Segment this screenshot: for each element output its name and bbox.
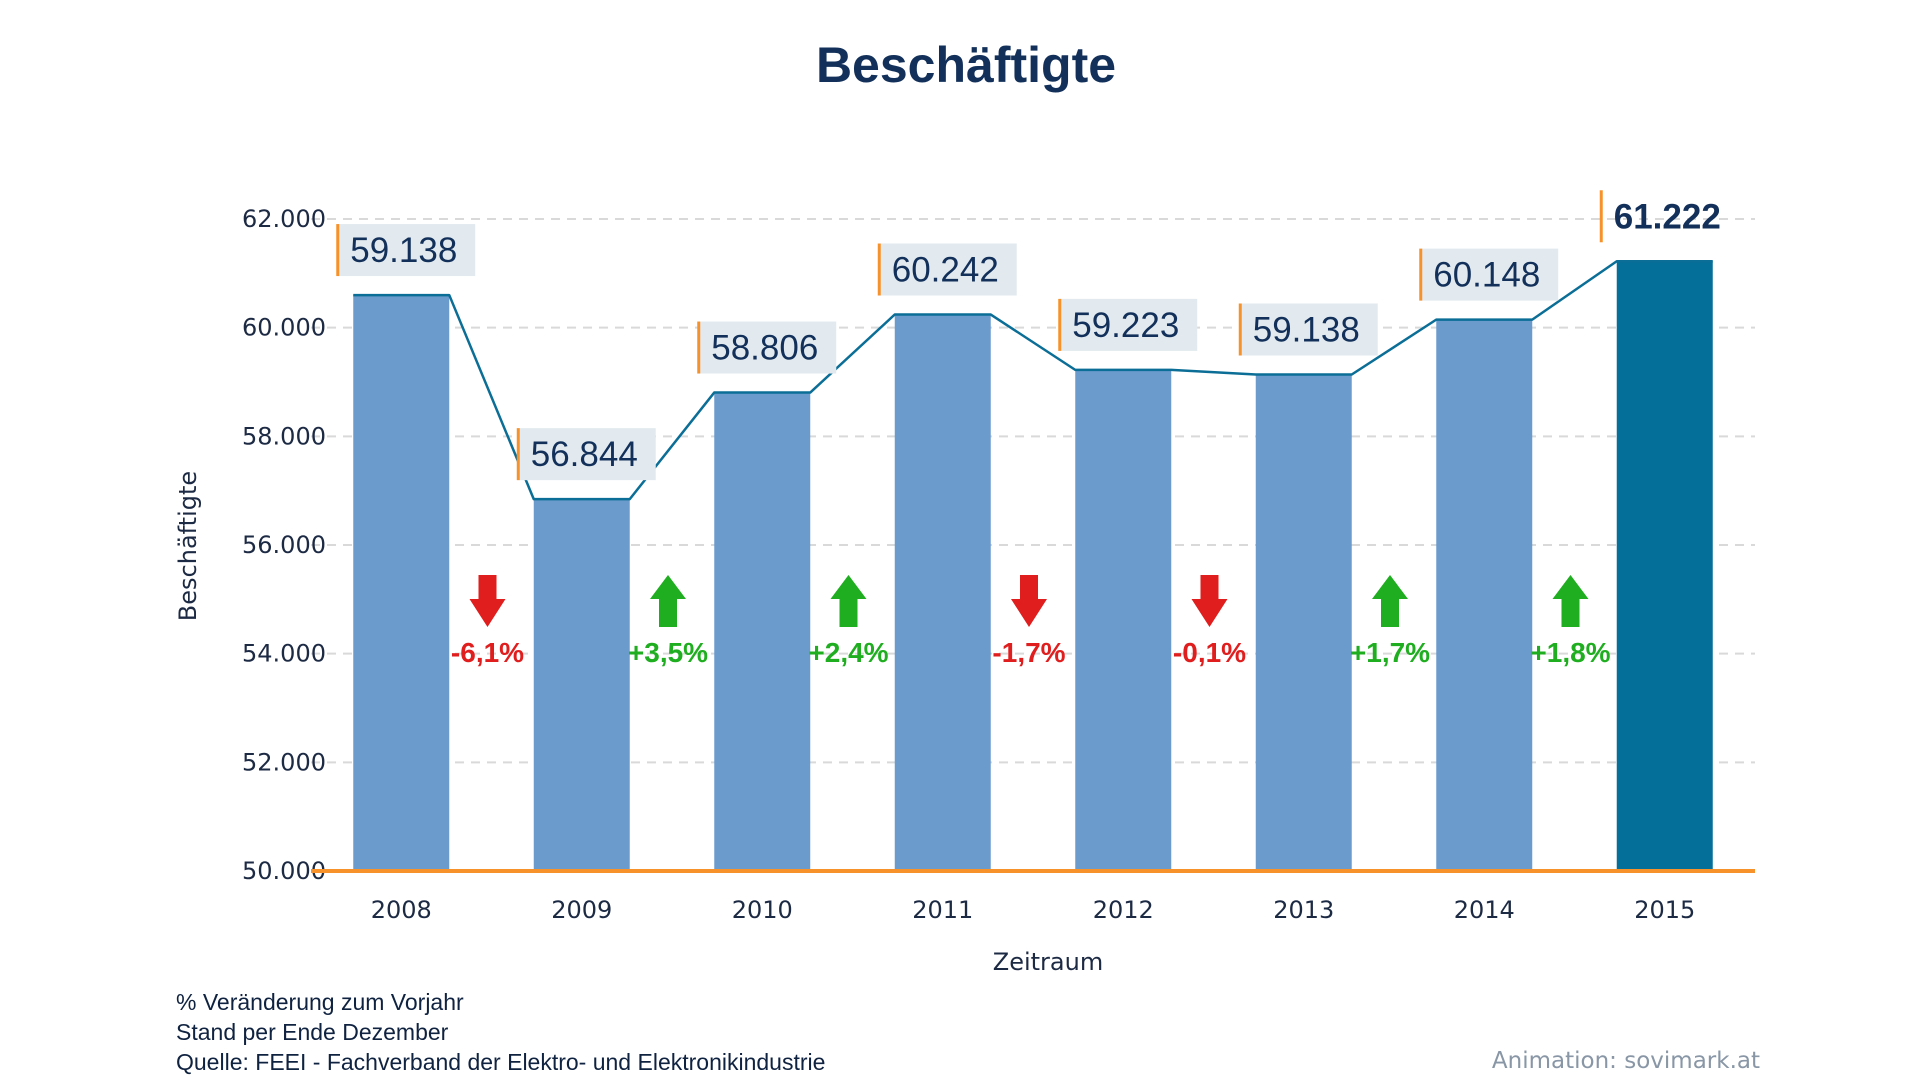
x-tick-label-2008: 2008 xyxy=(371,896,432,924)
y-tick-label: 54.000 xyxy=(242,640,326,668)
bars xyxy=(353,261,1713,872)
x-tick-label-2011: 2011 xyxy=(912,896,973,924)
value-label-marker xyxy=(1238,303,1242,356)
arrow-down-icon xyxy=(469,575,506,627)
arrow-up-icon xyxy=(830,575,867,627)
value-label-2010: 58.806 xyxy=(711,329,818,368)
change-label: +2,4% xyxy=(808,637,888,668)
y-axis-title: Beschäftigte xyxy=(174,471,202,621)
value-label-2014: 60.148 xyxy=(1433,256,1540,295)
change-label: +1,7% xyxy=(1350,637,1430,668)
value-labels: 59.138 56.844 58.806 60.242 59.223 59.138 60.1… xyxy=(336,190,1721,481)
arrow-up-icon xyxy=(1372,575,1408,627)
y-tick-label: 56.000 xyxy=(242,531,326,559)
value-label-box xyxy=(1240,303,1378,356)
value-label-2013: 59.138 xyxy=(1253,311,1360,350)
value-label-2012: 59.223 xyxy=(1072,306,1179,345)
bar-2014 xyxy=(1436,319,1533,871)
arrow-up-icon xyxy=(650,575,686,627)
y-tick-label: 60.000 xyxy=(242,314,326,342)
value-label-marker xyxy=(336,224,340,277)
value-label-marker xyxy=(697,321,701,374)
footer-note-status: Stand per Ende Dezember xyxy=(176,1019,449,1045)
x-axis-title: Zeitraum xyxy=(993,948,1103,976)
value-label-2015: 61.222 xyxy=(1614,197,1721,236)
animation-credit: Animation: sovimark.at xyxy=(1492,1048,1760,1074)
bar-2011 xyxy=(894,314,991,871)
bar-2012 xyxy=(1075,369,1172,871)
y-tick-label: 62.000 xyxy=(242,205,326,233)
bar-2009 xyxy=(533,499,630,871)
arrow-down-icon xyxy=(1011,575,1047,627)
change-label: -1,7% xyxy=(992,637,1065,668)
value-label-2008: 59.138 xyxy=(350,231,457,270)
value-label-marker xyxy=(1419,248,1423,301)
x-tick-label-2010: 2010 xyxy=(732,896,793,924)
trend-line-group xyxy=(353,260,1713,501)
value-label-box xyxy=(1060,298,1198,351)
y-axis: 50.00052.00054.00056.00058.00060.00062.0… xyxy=(242,205,326,885)
value-label-marker xyxy=(1599,190,1603,243)
value-label-2011: 60.242 xyxy=(892,251,999,290)
value-label-box xyxy=(518,428,656,481)
bar-2013 xyxy=(1255,374,1352,871)
change-label: -0,1% xyxy=(1173,637,1246,668)
x-axis: 2008 2009 2010 2011 2012 2013 2014 2015 xyxy=(371,896,1696,924)
change-label: +1,8% xyxy=(1530,637,1610,668)
change-label: -6,1% xyxy=(451,637,524,668)
value-label-box xyxy=(338,224,476,277)
x-tick-label-2014: 2014 xyxy=(1454,896,1515,924)
bar-2010 xyxy=(714,392,811,871)
y-tick-label: 52.000 xyxy=(242,748,326,776)
arrow-down-icon xyxy=(1191,575,1228,627)
x-tick-label-2013: 2013 xyxy=(1273,896,1334,924)
x-tick-label-2012: 2012 xyxy=(1093,896,1154,924)
arrow-up-icon xyxy=(1552,575,1589,627)
trend-line xyxy=(353,260,1713,501)
value-label-marker xyxy=(1058,298,1062,351)
x-tick-label-2015: 2015 xyxy=(1634,896,1695,924)
change-indicators: -6,1% +3,5% +2,4% -1,7% -0,1% +1,7% +1,8% xyxy=(451,575,1611,668)
y-tick-label: 58.000 xyxy=(242,422,326,450)
value-label-box xyxy=(1421,248,1559,301)
value-label-marker xyxy=(877,243,881,296)
chart-title: Beschäftigte xyxy=(816,37,1116,93)
x-tick-label-2009: 2009 xyxy=(551,896,612,924)
bar-2015 xyxy=(1616,261,1713,871)
change-label: +3,5% xyxy=(628,637,708,668)
bar-2008 xyxy=(353,295,450,872)
value-label-box xyxy=(879,243,1017,296)
value-label-2009: 56.844 xyxy=(531,435,638,474)
footer-note-change: % Veränderung zum Vorjahr xyxy=(176,989,464,1015)
value-label-marker xyxy=(516,428,520,481)
footer-note-source: Quelle: FEEI - Fachverband der Elektro- … xyxy=(176,1049,825,1075)
value-label-box xyxy=(699,321,837,374)
